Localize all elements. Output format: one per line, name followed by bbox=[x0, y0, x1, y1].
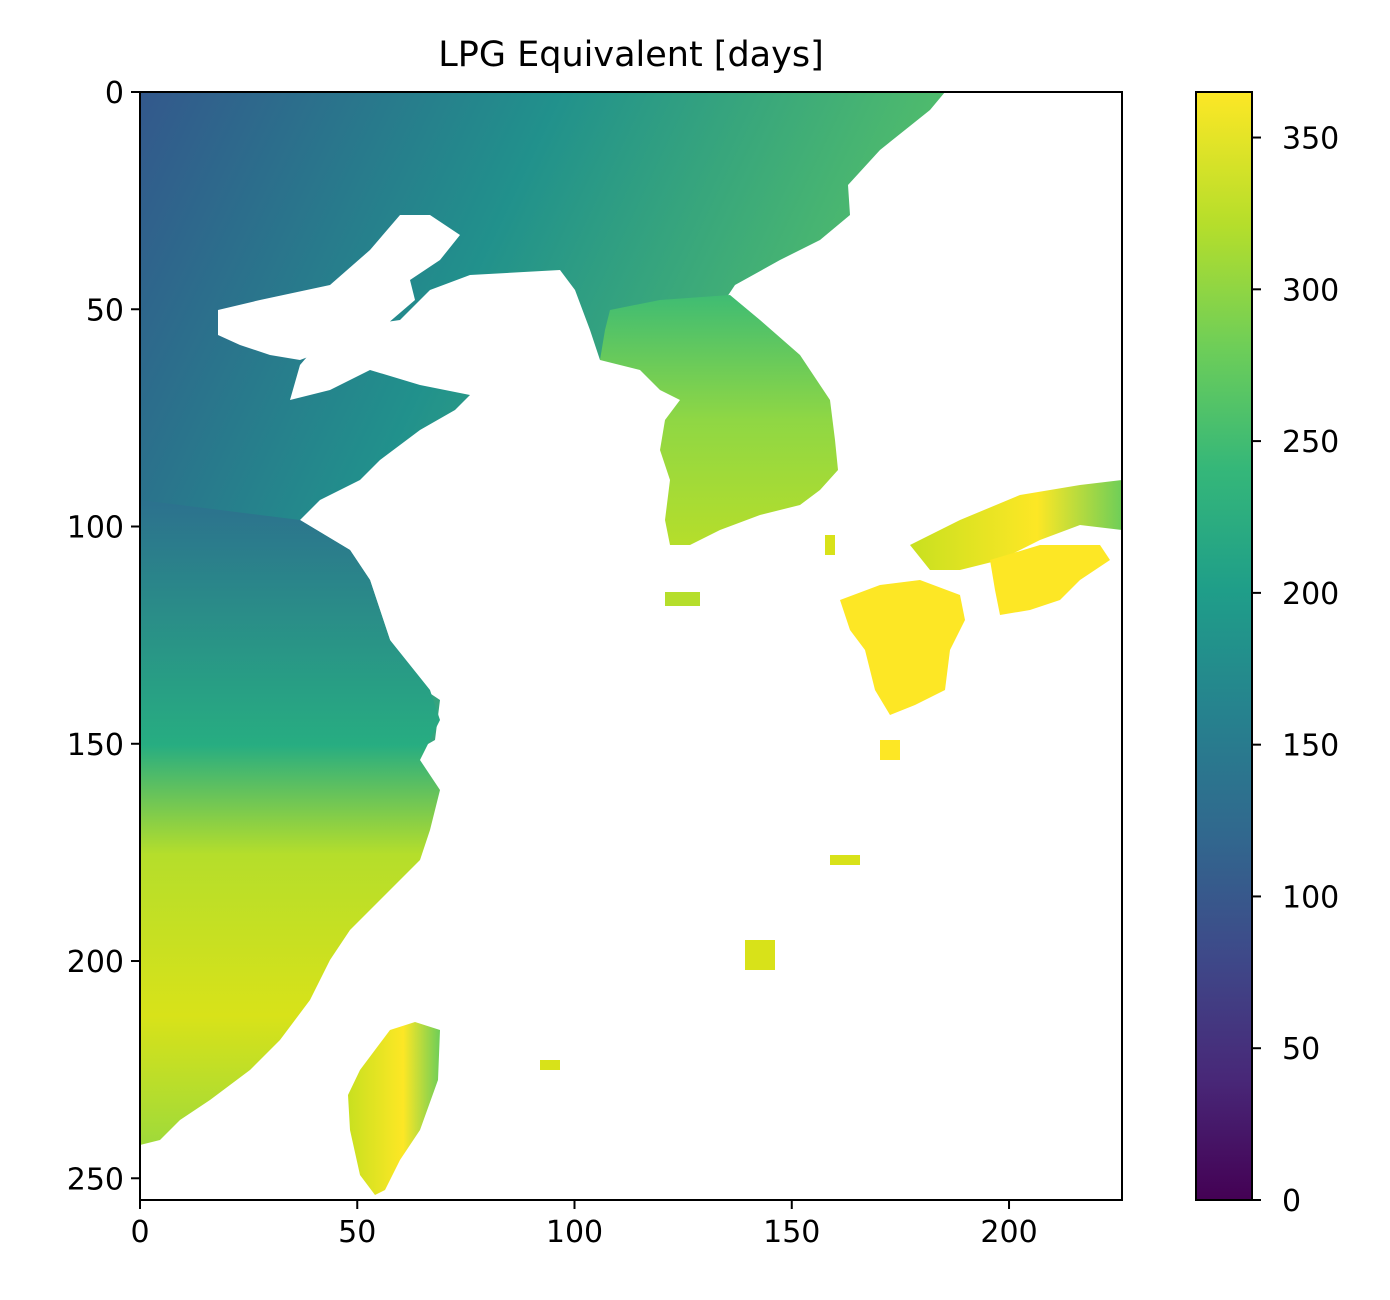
colorbar-ticks: 0 50 100 150 200 250 300 350 bbox=[1252, 122, 1339, 1219]
islet bbox=[880, 740, 900, 760]
colorbar-tick-label: 300 bbox=[1282, 273, 1339, 308]
axes-frame bbox=[139, 91, 1123, 1201]
colorbar-tick-label: 350 bbox=[1282, 122, 1339, 157]
heatmap-image bbox=[140, 92, 1122, 1200]
y-tick-label: 100 bbox=[67, 511, 124, 546]
main-axes: 0 50 100 150 200 0 50 100 150 200 250 bbox=[67, 76, 1123, 1250]
colorbar-frame bbox=[1195, 91, 1253, 1201]
islet bbox=[745, 940, 775, 970]
y-tick-label: 0 bbox=[105, 76, 124, 111]
x-tick-label: 100 bbox=[546, 1215, 603, 1250]
x-tick-label: 150 bbox=[763, 1215, 820, 1250]
y-tick-label: 150 bbox=[67, 728, 124, 763]
colorbar-tick-label: 250 bbox=[1282, 425, 1339, 460]
chart-title: LPG Equivalent [days] bbox=[438, 35, 823, 75]
colorbar-tick-label: 0 bbox=[1282, 1184, 1301, 1219]
y-tick-label: 200 bbox=[67, 945, 124, 980]
colorbar: 0 50 100 150 200 250 300 350 bbox=[1195, 91, 1339, 1219]
land-island-north bbox=[910, 480, 1122, 570]
y-tick-label: 250 bbox=[67, 1162, 124, 1197]
x-tick-label: 0 bbox=[130, 1215, 149, 1250]
land-island-south bbox=[840, 580, 965, 715]
colorbar-tick-label: 100 bbox=[1282, 880, 1339, 915]
y-tick-label: 50 bbox=[86, 293, 124, 328]
x-tick-label: 50 bbox=[338, 1215, 376, 1250]
y-axis-ticks: 0 50 100 150 200 250 bbox=[67, 76, 140, 1197]
colorbar-tick-label: 200 bbox=[1282, 577, 1339, 612]
land-island-taiwan bbox=[348, 1022, 440, 1195]
colorbar-tick-label: 50 bbox=[1282, 1032, 1320, 1067]
islet bbox=[540, 1060, 560, 1070]
islet bbox=[825, 535, 835, 555]
x-axis-ticks: 0 50 100 150 200 bbox=[130, 1200, 1038, 1250]
land-island-middle bbox=[990, 545, 1110, 615]
sea-bay bbox=[218, 215, 460, 360]
x-tick-label: 200 bbox=[980, 1215, 1037, 1250]
land-south-west bbox=[140, 500, 440, 1145]
islet bbox=[830, 855, 860, 865]
colorbar-fill bbox=[1196, 92, 1252, 1200]
islet bbox=[665, 592, 700, 606]
land-korea bbox=[600, 295, 838, 545]
colorbar-tick-label: 150 bbox=[1282, 729, 1339, 764]
